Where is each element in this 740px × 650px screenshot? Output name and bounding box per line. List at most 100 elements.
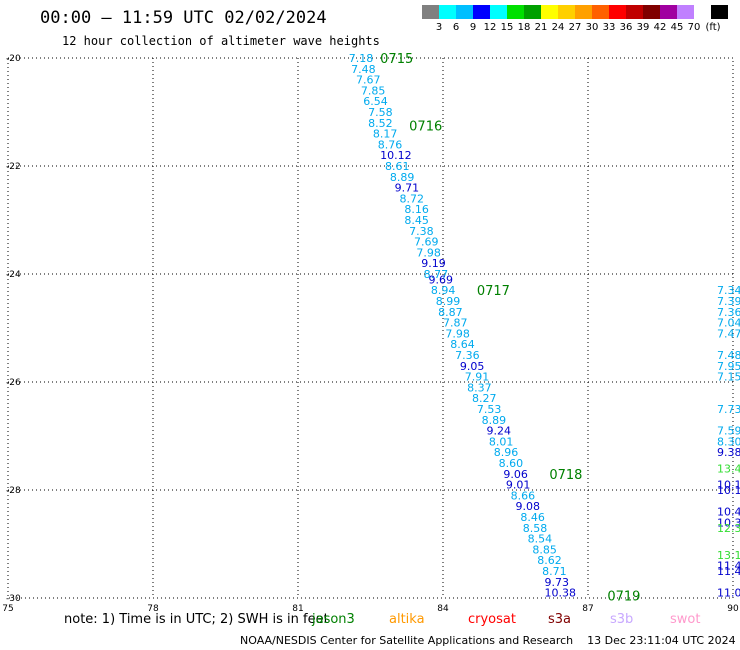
data-label: 9.08 xyxy=(516,500,541,513)
legend-tick-label: 27 xyxy=(568,22,582,33)
data-label: 7.91 xyxy=(465,371,490,384)
legend-swatch xyxy=(558,5,575,19)
data-label: 8.30 xyxy=(717,435,740,448)
footer-note: note: 1) Time is in UTC; 2) SWH is in fe… xyxy=(64,612,329,627)
x-tick-label: 81 xyxy=(292,604,303,614)
data-label: 8.46 xyxy=(520,511,545,524)
legend-swatch xyxy=(541,5,558,19)
data-label: 9.05 xyxy=(460,360,485,373)
x-tick-label: 90 xyxy=(727,604,739,614)
data-label: 6.54 xyxy=(363,95,388,108)
data-label: 8.58 xyxy=(523,522,548,535)
data-label: 7.48 xyxy=(717,349,740,362)
data-label: 7.59 xyxy=(717,425,740,438)
data-label: 9.69 xyxy=(429,273,454,286)
legend-swatch xyxy=(456,5,473,19)
legend-tick-label: 45 xyxy=(670,22,684,33)
data-label: 8.71 xyxy=(542,565,567,578)
data-label: 8.01 xyxy=(489,435,513,448)
data-label: 7.87 xyxy=(443,317,468,330)
data-label: 11.44 xyxy=(717,565,740,578)
time-label: 0717 xyxy=(477,284,510,299)
legend-tick-label: 30 xyxy=(585,22,599,33)
legend-tick-label: 42 xyxy=(653,22,667,33)
data-label: 7.53 xyxy=(477,403,502,416)
legend-swatch xyxy=(575,5,592,19)
data-label: 8.54 xyxy=(528,533,553,546)
data-label: 8.45 xyxy=(404,214,429,227)
data-label: 7.67 xyxy=(356,74,381,87)
data-label: 8.72 xyxy=(400,192,425,205)
legend-swatch xyxy=(643,5,660,19)
credit-line: NOAA/NESDIS Center for Satellite Applica… xyxy=(240,634,736,647)
y-tick-label: -20 xyxy=(6,54,21,64)
data-label: 10.17 xyxy=(717,479,740,492)
y-tick-label: -26 xyxy=(6,378,21,388)
data-label: 9.38 xyxy=(717,446,740,459)
data-label: 10.48 xyxy=(717,506,740,519)
x-tick-label: 78 xyxy=(147,604,159,614)
data-label: 7.18 xyxy=(349,52,374,65)
data-label: 8.85 xyxy=(532,543,557,556)
data-label: 7.48 xyxy=(351,63,376,76)
data-label: 10.38 xyxy=(545,587,577,600)
data-label: 8.27 xyxy=(472,392,497,405)
legend-tick-label: 39 xyxy=(636,22,650,33)
data-label: 8.94 xyxy=(431,284,456,297)
y-tick-label: -28 xyxy=(6,486,21,496)
data-label: 8.60 xyxy=(499,457,524,470)
legend-tick-label: 3 xyxy=(435,22,443,33)
legend-swatch xyxy=(660,5,677,19)
data-label: 7.98 xyxy=(416,246,441,259)
mission-label-jason3: jason3 xyxy=(312,612,355,627)
chart-title: 00:00 – 11:59 UTC 02/02/2024 xyxy=(40,8,327,28)
plot-frame xyxy=(7,57,734,599)
data-label: 7.98 xyxy=(445,327,470,340)
legend-swatch xyxy=(490,5,507,19)
data-label: 8.66 xyxy=(511,489,535,502)
data-label: 10.36 xyxy=(717,516,740,529)
time-label: 0718 xyxy=(549,468,582,483)
legend-swatch xyxy=(422,5,439,19)
legend-tick-label: 24 xyxy=(551,22,565,33)
legend-tick-label: 18 xyxy=(517,22,531,33)
data-label: 8.76 xyxy=(378,138,403,151)
data-label: 8.61 xyxy=(385,160,410,173)
legend-swatch xyxy=(592,5,609,19)
legend-tick-label: 6 xyxy=(452,22,460,33)
y-tick-label: -22 xyxy=(6,162,21,172)
legend-tick-label: 9 xyxy=(469,22,477,33)
data-label: 7.38 xyxy=(409,225,434,238)
x-tick-label: 75 xyxy=(2,604,13,614)
time-label: 0719 xyxy=(607,589,640,604)
legend-tick-label: 15 xyxy=(500,22,514,33)
data-label: 9.24 xyxy=(487,425,512,438)
data-label: 10.17 xyxy=(717,484,740,497)
x-tick-label: 84 xyxy=(437,604,449,614)
data-label: 10.12 xyxy=(380,149,412,162)
data-label: 7.73 xyxy=(717,403,740,416)
data-label: 9.71 xyxy=(395,182,420,195)
data-label: 8.87 xyxy=(438,306,463,319)
mission-label-swot: swot xyxy=(670,612,701,627)
mission-label-s3a: s3a xyxy=(548,612,572,627)
data-label: 9.01 xyxy=(506,479,531,492)
data-label: 11.44 xyxy=(717,560,740,573)
data-label: 7.69 xyxy=(414,236,439,249)
data-label: 9.19 xyxy=(421,257,446,270)
data-label: 8.52 xyxy=(368,117,393,130)
time-label: 0716 xyxy=(409,120,442,135)
data-label: 7.36 xyxy=(455,349,480,362)
data-label: 7.47 xyxy=(717,327,740,340)
legend-swatch xyxy=(694,5,711,19)
legend-swatch xyxy=(609,5,626,19)
y-tick-label: -24 xyxy=(6,270,21,280)
y-tick-label: -30 xyxy=(6,594,21,604)
data-label: 9.06 xyxy=(503,468,527,481)
data-label: 7.85 xyxy=(361,84,386,97)
data-label: 7.58 xyxy=(368,106,393,119)
legend-swatch xyxy=(473,5,490,19)
mission-label-altika: altika xyxy=(389,612,425,627)
